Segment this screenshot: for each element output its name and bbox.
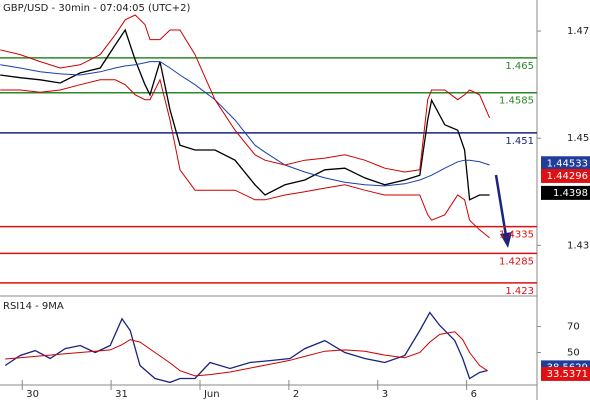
arrow-head bbox=[500, 232, 512, 248]
price-tag bbox=[541, 185, 590, 200]
x-tick-label: Jun bbox=[203, 389, 220, 400]
chart-title: GBP/USD - 30min - 07:04:05 (UTC+2) bbox=[3, 3, 190, 14]
level-label: 1.465 bbox=[505, 61, 534, 72]
price-tag bbox=[541, 156, 590, 171]
y-tick-label: 1.43 bbox=[567, 240, 589, 251]
series-line bbox=[0, 78, 490, 239]
x-tick-label: 2 bbox=[293, 389, 299, 400]
price-tag-label: 33.5371 bbox=[547, 369, 588, 380]
price-tag-label: 1.44296 bbox=[547, 171, 588, 182]
series-line bbox=[0, 28, 490, 201]
x-tick-label: 30 bbox=[26, 389, 39, 400]
price-tag-label: 1.4398 bbox=[553, 188, 588, 199]
x-tick-label: 6 bbox=[471, 389, 477, 400]
series-line bbox=[5, 331, 488, 377]
y-tick-label: 70 bbox=[567, 322, 580, 333]
series-line bbox=[4, 311, 488, 384]
series-line bbox=[0, 14, 491, 173]
level-label: 1.4285 bbox=[499, 256, 534, 267]
price-tag bbox=[541, 168, 590, 183]
series-line bbox=[0, 61, 490, 187]
arrow-shaft bbox=[494, 174, 508, 237]
y-tick-label: 50 bbox=[567, 348, 580, 359]
level-label: 1.451 bbox=[505, 136, 534, 147]
y-tick-label: 1.47 bbox=[567, 26, 589, 37]
x-tick-label: 31 bbox=[115, 389, 128, 400]
price-tag-label: 1.44533 bbox=[547, 158, 588, 169]
level-label: 1.4585 bbox=[499, 96, 534, 107]
rsi-title: RSI14 - 9MA bbox=[3, 301, 64, 312]
price-tag bbox=[541, 366, 590, 381]
forecast-arrow bbox=[494, 174, 512, 248]
y-tick-label: 1.45 bbox=[567, 133, 589, 144]
level-label: 1.423 bbox=[505, 286, 534, 297]
level-label: 1.4335 bbox=[499, 230, 534, 241]
x-tick-label: 3 bbox=[382, 389, 388, 400]
